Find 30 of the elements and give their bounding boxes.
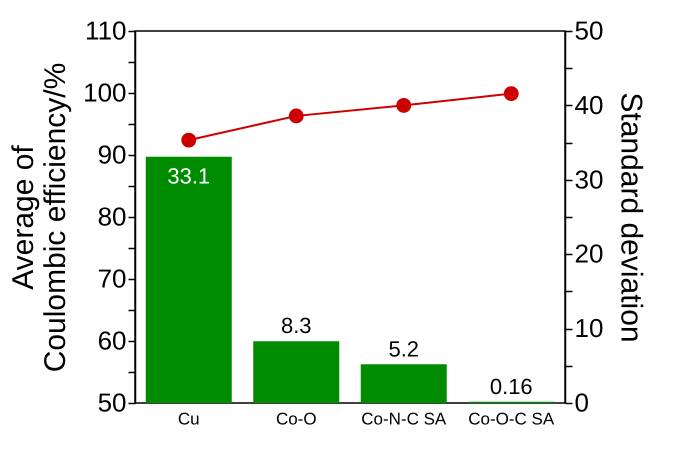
x-tick-label: Cu (178, 410, 200, 428)
x-tick-label: Co-O (276, 410, 317, 428)
x-tick-label: Co-N-C SA (361, 410, 447, 428)
y2-tick-label: 50 (574, 16, 604, 46)
y-tick-label: 80 (98, 202, 126, 232)
point (396, 98, 412, 113)
y-tick-label: 70 (98, 264, 126, 294)
y2-tick-label: 30 (574, 164, 604, 194)
y-tick-label: 90 (98, 140, 126, 170)
data-label: 5.2 (388, 336, 420, 362)
bar (253, 341, 340, 403)
y-axis-title: Average of Coulombic efficiency/% (7, 62, 72, 372)
y-tick-label: 50 (98, 388, 126, 418)
bar (360, 364, 447, 403)
point (288, 108, 304, 124)
y2-axis-title: Standard deviation (614, 92, 648, 343)
x-tick-label: Co-O-C SA (468, 410, 555, 428)
data-label: 8.3 (280, 313, 312, 338)
y2-tick-label: 20 (574, 238, 604, 269)
data-label: 0.16 (490, 374, 533, 399)
point (504, 86, 519, 102)
y-tick-label: 100 (83, 78, 126, 108)
y2-tick-label: 0 (574, 388, 589, 418)
y2-tick-label: 10 (574, 313, 604, 344)
data-label: 33.1 (167, 164, 210, 189)
y-tick-label: 60 (98, 326, 126, 356)
y-tick-label: 110 (85, 16, 126, 46)
point (181, 132, 196, 148)
y2-tick-label: 40 (574, 90, 604, 120)
bar (146, 156, 232, 403)
